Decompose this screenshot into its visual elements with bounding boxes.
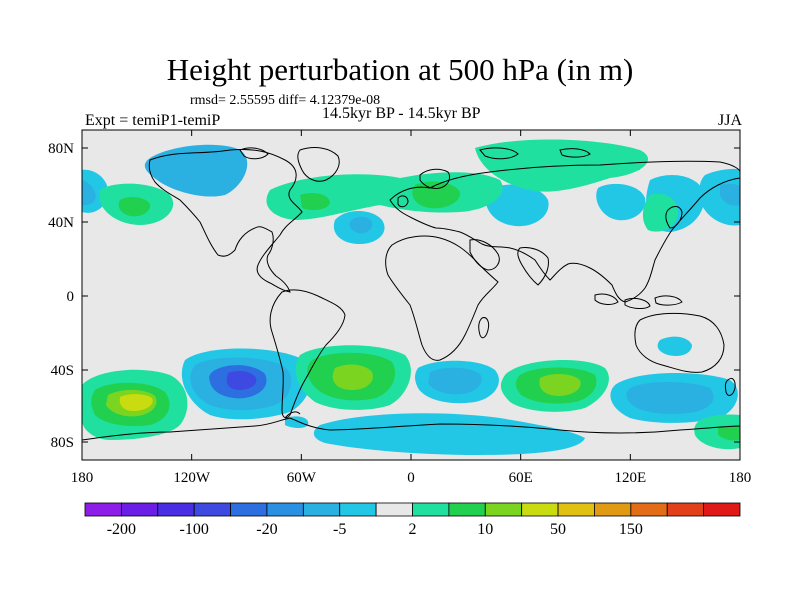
coastline: [239, 147, 269, 160]
colorbar-label: 50: [550, 521, 566, 538]
contour-region: [428, 367, 482, 395]
coastline: [654, 295, 683, 306]
coastline: [269, 289, 346, 419]
colorbar-swatch: [630, 502, 668, 517]
season-label: JJA: [717, 112, 742, 129]
contour-region: [485, 184, 549, 227]
lat-tick-label: 80N: [48, 141, 74, 157]
colorbar-label: 2: [409, 521, 417, 538]
coastline: [624, 297, 651, 309]
contour-region: [720, 183, 740, 206]
colorbar-swatch: [557, 502, 595, 517]
contour-region: [349, 216, 373, 234]
plot-title: Height perturbation at 500 hPa (in m): [166, 52, 634, 87]
coastline: [385, 235, 499, 361]
contour-region: [82, 180, 96, 206]
latitude-axis: 80N 40N 0 40S 80S: [48, 141, 740, 451]
coastline: [284, 411, 301, 419]
colorbar-swatch: [266, 502, 304, 517]
lat-tick-label: 0: [67, 289, 75, 305]
coastline: [517, 247, 549, 286]
lon-tick-label: 180: [71, 470, 94, 486]
colorbar-swatch: [339, 502, 377, 517]
lat-tick-label: 80S: [51, 435, 74, 451]
colorbar-swatch: [484, 502, 523, 517]
contour-region: [596, 183, 646, 221]
coastline: [634, 312, 725, 373]
colorbar-swatch: [84, 502, 122, 517]
colorbar-label: -100: [180, 521, 209, 538]
colorbar-swatch: [594, 502, 632, 517]
contour-region: [539, 374, 581, 396]
colorbar-swatch: [521, 502, 559, 517]
contour-region: [332, 364, 373, 390]
contour-region: [657, 336, 692, 356]
contour-region: [626, 382, 714, 415]
contour-region: [144, 144, 248, 197]
contour-region: [285, 416, 309, 429]
lon-tick-label: 120E: [614, 470, 646, 486]
lat-tick-label: 40N: [48, 215, 74, 231]
colorbar-swatch: [193, 502, 231, 517]
stats-text: rmsd= 2.55595 diff= 4.12379e-08: [190, 93, 381, 108]
lon-tick-label: 120W: [173, 470, 211, 486]
coastline: [479, 147, 519, 160]
lon-tick-label: 180: [729, 470, 752, 486]
colorbar: -200 -100 -20 -5 2 10 50 150: [84, 502, 741, 538]
colorbar-label: -20: [256, 521, 277, 538]
contour-region: [119, 394, 153, 412]
coastlines: [82, 147, 740, 441]
colorbar-label: 150: [619, 521, 643, 538]
lon-tick-label: 60W: [287, 470, 317, 486]
coastline: [397, 195, 409, 208]
experiment-label: Expt = temiP1-temiP: [85, 112, 221, 129]
contour-region: [642, 193, 679, 232]
contour-region: [226, 370, 257, 390]
contour-fill-layer: [82, 139, 740, 455]
coastline: [559, 148, 591, 158]
lon-tick-label: 60E: [509, 470, 533, 486]
colorbar-swatch: [448, 502, 486, 517]
colorbar-swatch: [302, 502, 341, 517]
contour-region: [699, 168, 740, 226]
contour-region: [300, 192, 330, 211]
colorbar-swatch: [666, 502, 705, 517]
lat-tick-label: 40S: [51, 363, 74, 379]
contour-region: [313, 413, 585, 455]
colorbar-label: -200: [107, 521, 136, 538]
coastline: [148, 149, 303, 293]
colorbar-label: -5: [333, 521, 346, 538]
colorbar-swatch: [120, 502, 159, 517]
coastline: [469, 239, 500, 271]
contour-region: [560, 152, 640, 174]
contour-region: [694, 414, 740, 450]
lon-tick-label: 0: [407, 470, 415, 486]
colorbar-label: 10: [477, 521, 493, 538]
period-text: 14.5kyr BP - 14.5kyr BP: [322, 105, 481, 122]
colorbar-swatch: [412, 502, 450, 517]
coastline: [297, 147, 340, 182]
coastline: [478, 317, 490, 339]
coastline: [665, 206, 683, 229]
contour-region: [118, 196, 151, 217]
coastline: [594, 293, 619, 305]
colorbar-swatch: [157, 502, 195, 517]
colorbar-swatch: [230, 502, 268, 517]
longitude-axis: 180 120W 60W 0 60E 120E 180: [71, 130, 752, 486]
colorbar-swatch: [375, 502, 413, 517]
contour-region: [412, 181, 461, 209]
colorbar-swatch: [703, 502, 741, 517]
coastline: [724, 377, 736, 396]
coastline: [419, 168, 451, 189]
contour-region: [718, 425, 740, 441]
coastline: [82, 417, 740, 441]
